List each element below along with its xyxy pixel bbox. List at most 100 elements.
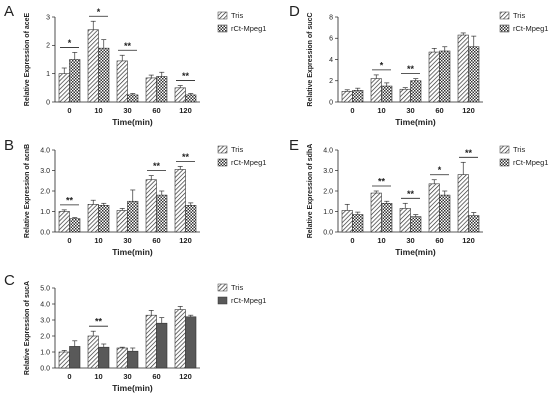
bar-tris-60 (145, 77, 157, 103)
bar-tris-30 (116, 210, 128, 233)
bar-tris-0 (58, 211, 70, 233)
legend-swatch (217, 145, 228, 154)
significance-marker: ** (124, 41, 132, 51)
significance-marker: ** (407, 189, 415, 199)
bar-tris-30 (116, 347, 128, 369)
x-tick-label: 10 (377, 106, 385, 115)
y-tick-label: 2.0 (40, 188, 50, 195)
bar-rct-mpeg1-60 (439, 194, 451, 233)
bar-rct-mpeg1-120 (185, 94, 197, 103)
legend-swatch (217, 296, 228, 305)
bar-tris-120 (174, 309, 186, 369)
y-tick-label: 2.0 (323, 188, 333, 195)
legend-label: rCt-Mpeg1 (231, 24, 266, 33)
y-tick-label: 3 (46, 14, 50, 21)
significance-marker: ** (465, 148, 473, 158)
bar-tris-30 (399, 208, 411, 233)
y-tick-label: 6 (329, 36, 333, 43)
significance-marker: * (438, 165, 442, 175)
significance-marker: ** (182, 71, 190, 81)
bar-rct-mpeg1-0 (69, 59, 81, 103)
x-tick-label: 120 (462, 106, 475, 115)
panel-c: C 0.0 1.0 2.0 3.0 4.0 5.0 Relative Expression o… (4, 272, 266, 393)
x-axis-label: Time(min) (112, 117, 153, 127)
x-tick-label: 120 (179, 236, 192, 245)
x-axis-label: Time(min) (395, 247, 436, 257)
y-axis-label: Relative Expression of sucA (24, 281, 31, 375)
significance-marker: * (380, 60, 384, 70)
significance-marker: * (97, 7, 101, 17)
x-axis-label: Time(min) (112, 383, 153, 393)
y-tick-label: 5.0 (40, 285, 50, 292)
bar-tris-120 (174, 169, 186, 233)
legend-label: rCt-Mpeg1 (231, 296, 266, 305)
panel-b: B 0.0 1.0 2.0 3.0 4.0 Relative Expression of a… (4, 137, 266, 257)
x-tick-label: 60 (152, 236, 160, 245)
x-tick-label: 30 (406, 236, 414, 245)
bar-tris-60 (145, 314, 157, 369)
bar-tris-0 (341, 210, 353, 233)
y-tick-label: 0.0 (40, 365, 50, 372)
y-tick-label: 1.0 (40, 209, 50, 216)
significance-marker: ** (407, 64, 415, 74)
x-tick-label: 0 (350, 236, 354, 245)
panel-letter: C (4, 272, 15, 289)
x-tick-label: 10 (94, 372, 102, 381)
bar-tris-120 (174, 87, 186, 103)
legend-label: Tris (231, 11, 243, 20)
y-tick-label: 2.0 (40, 333, 50, 340)
x-tick-label: 10 (94, 106, 102, 115)
bar-rct-mpeg1-10 (98, 47, 110, 103)
x-tick-label: 10 (377, 236, 385, 245)
legend-label: Tris (231, 145, 243, 154)
y-tick-label: 1.0 (40, 349, 50, 356)
bar-tris-0 (58, 351, 70, 369)
x-tick-label: 0 (67, 372, 71, 381)
x-tick-label: 10 (94, 236, 102, 245)
bar-rct-mpeg1-60 (439, 50, 451, 103)
bar-rct-mpeg1-30 (410, 80, 422, 103)
x-tick-label: 0 (67, 236, 71, 245)
bar-tris-120 (457, 174, 469, 233)
y-tick-label: 4 (329, 57, 333, 64)
x-tick-label: 120 (179, 372, 192, 381)
bar-rct-mpeg1-60 (156, 76, 168, 103)
legend-label: rCt-Mpeg1 (513, 158, 548, 167)
y-tick-label: 3.0 (323, 168, 333, 175)
legend-label: rCt-Mpeg1 (231, 158, 266, 167)
legend-label: Tris (231, 283, 243, 292)
bar-rct-mpeg1-10 (98, 205, 110, 233)
y-axis-label: Relative Expression of sucC (307, 12, 314, 106)
bar-rct-mpeg1-120 (185, 205, 197, 233)
bar-rct-mpeg1-0 (352, 90, 364, 103)
bar-rct-mpeg1-30 (410, 216, 422, 233)
bar-tris-0 (341, 91, 353, 103)
legend-swatch (217, 158, 228, 167)
panel-e: E 0.0 1.0 2.0 3.0 4.0 Relative Expression of s… (289, 137, 548, 257)
legend-label: rCt-Mpeg1 (513, 24, 548, 33)
bar-tris-30 (116, 60, 128, 103)
panel-a: A 0 1 2 3 Relative Expression of aceE 0 10 30 60 1… (4, 3, 266, 127)
significance-marker: * (68, 38, 72, 48)
bar-rct-mpeg1-10 (381, 85, 393, 103)
panel-letter: E (289, 137, 299, 154)
y-tick-label: 3.0 (40, 168, 50, 175)
bar-tris-60 (145, 179, 157, 233)
bar-rct-mpeg1-60 (156, 194, 168, 233)
legend-swatch (217, 24, 228, 33)
legend-swatch (217, 11, 228, 20)
x-tick-label: 120 (462, 236, 475, 245)
x-tick-label: 60 (435, 106, 443, 115)
legend-label: Tris (513, 11, 525, 20)
panel-letter: B (4, 137, 14, 154)
significance-marker: ** (95, 317, 103, 327)
x-axis-label: Time(min) (395, 117, 436, 127)
x-tick-label: 60 (152, 372, 160, 381)
x-tick-label: 30 (123, 106, 131, 115)
y-axis-label: Relative Expression of aceE (24, 12, 31, 106)
legend-swatch (499, 158, 510, 167)
bar-rct-mpeg1-120 (468, 46, 480, 103)
y-tick-label: 3.0 (40, 317, 50, 324)
significance-marker: ** (66, 195, 74, 205)
